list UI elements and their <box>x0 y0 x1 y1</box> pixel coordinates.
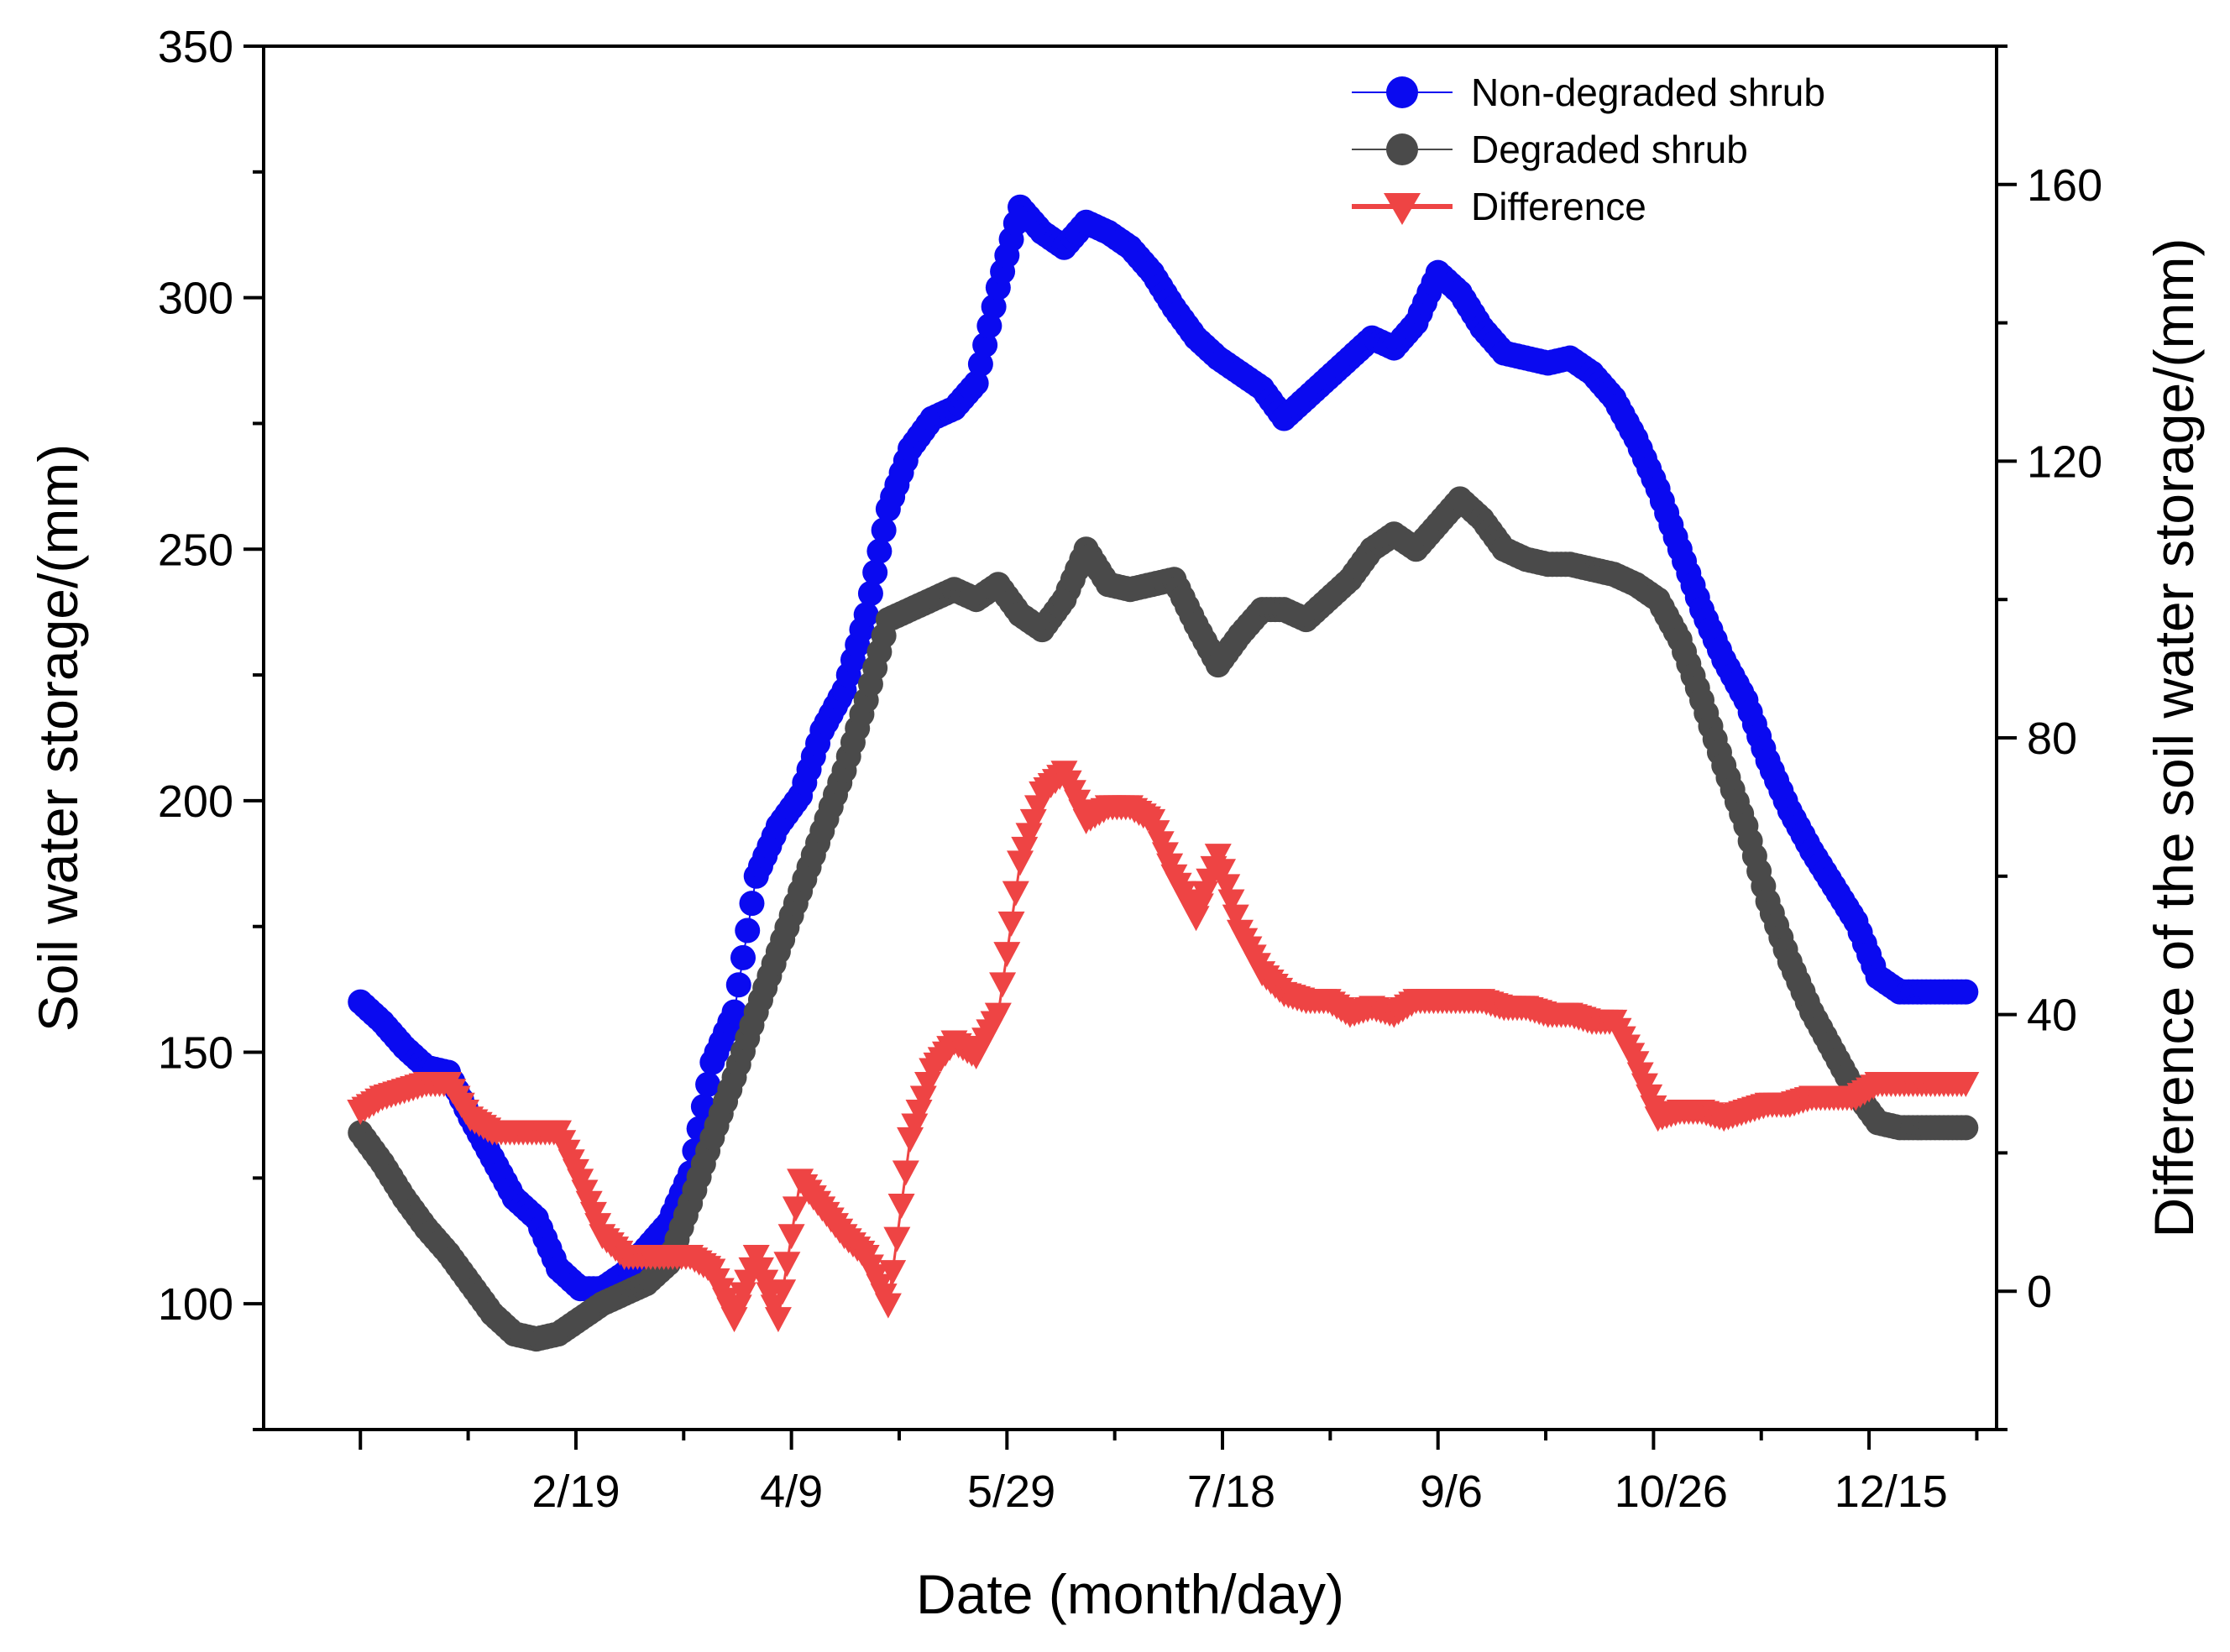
legend-label-degraded: Degraded shrub <box>1471 128 1748 171</box>
series-non-degraded-shrub <box>348 194 1979 1302</box>
y-tick-label: 350 <box>158 22 233 72</box>
data-point <box>1213 874 1241 900</box>
y2-tick-label: 120 <box>2027 437 2102 487</box>
series-difference <box>347 761 1980 1333</box>
data-point <box>1209 859 1237 885</box>
y-tick-label: 150 <box>158 1028 233 1079</box>
y-tick-label: 100 <box>158 1279 233 1330</box>
x-tick-label: 12/15 <box>1835 1466 1948 1517</box>
legend-label-non-degraded: Non-degraded shrub <box>1471 71 1825 114</box>
legend-marker-degraded <box>1386 133 1418 165</box>
data-point <box>1204 844 1232 870</box>
data-point <box>769 1279 797 1305</box>
data-point <box>997 911 1025 937</box>
y2-tick-label: 80 <box>2027 714 2077 764</box>
data-point <box>725 972 751 998</box>
data-point <box>887 1194 915 1220</box>
legend: Non-degraded shrub Degraded shrub Differ… <box>1352 71 1825 228</box>
x-tick-label: 2/19 <box>531 1466 620 1517</box>
data-point <box>739 891 765 917</box>
data-point <box>1007 850 1034 876</box>
data-point <box>879 1260 907 1286</box>
y-axis-title: Soil water storage/(mm) <box>27 444 89 1032</box>
data-point <box>866 538 893 564</box>
data-point <box>967 351 993 377</box>
x-axis-title: Date (month/day) <box>916 1563 1344 1625</box>
legend-item-degraded: Degraded shrub <box>1352 128 1748 171</box>
data-point <box>721 999 747 1025</box>
data-point <box>1953 979 1979 1005</box>
data-point <box>1953 1115 1979 1141</box>
data-point <box>883 1226 911 1252</box>
data-point <box>764 1307 792 1333</box>
data-point <box>874 1293 902 1319</box>
data-point <box>972 332 998 358</box>
legend-label-difference: Difference <box>1471 185 1646 228</box>
data-point <box>773 1252 801 1278</box>
y2-tick-label: 40 <box>2027 991 2077 1041</box>
x-tick-label: 10/26 <box>1615 1466 1728 1517</box>
series-layer <box>347 194 1980 1352</box>
data-point <box>984 1002 1012 1028</box>
legend-marker-non-degraded <box>1386 76 1418 108</box>
data-point <box>735 917 761 944</box>
y2-tick-label: 0 <box>2027 1267 2052 1317</box>
data-point <box>730 944 756 970</box>
axis-layer: 2/19 4/9 5/29 7/18 9/6 10/26 12/15 100 150 200 250… <box>158 22 2102 1517</box>
y2-tick-label: 160 <box>2027 160 2102 211</box>
y-tick-label: 250 <box>158 525 233 575</box>
series-degraded-shrub <box>348 486 1979 1352</box>
data-point <box>976 313 1002 339</box>
data-point <box>1952 1072 1980 1097</box>
data-point <box>782 1196 809 1222</box>
legend-marker-difference <box>1384 193 1421 225</box>
x-tick-label: 9/6 <box>1420 1466 1483 1517</box>
data-point <box>853 602 879 628</box>
data-point <box>1217 889 1245 915</box>
y-tick-label: 200 <box>158 776 233 827</box>
data-point <box>871 517 897 543</box>
x-tick-label: 5/29 <box>967 1466 1055 1517</box>
y2-axis-title: Difference of the soil water storage/(mm… <box>2143 238 2205 1238</box>
series-line <box>359 497 1966 1341</box>
data-point <box>892 1160 919 1186</box>
data-point <box>963 370 989 396</box>
data-point <box>862 559 888 585</box>
x-tick-label: 7/18 <box>1187 1466 1275 1517</box>
data-point <box>981 294 1007 320</box>
legend-item-non-degraded: Non-degraded shrub <box>1352 71 1825 114</box>
y-tick-label: 300 <box>158 274 233 324</box>
data-point <box>695 1071 721 1097</box>
data-point <box>777 1224 805 1250</box>
data-point <box>857 581 883 607</box>
data-point <box>897 1127 924 1153</box>
data-point <box>989 972 1017 998</box>
data-point <box>1222 904 1249 930</box>
x-tick-label: 4/9 <box>760 1466 823 1517</box>
data-point <box>993 942 1021 968</box>
legend-item-difference: Difference <box>1352 185 1646 228</box>
data-point <box>1002 881 1029 907</box>
